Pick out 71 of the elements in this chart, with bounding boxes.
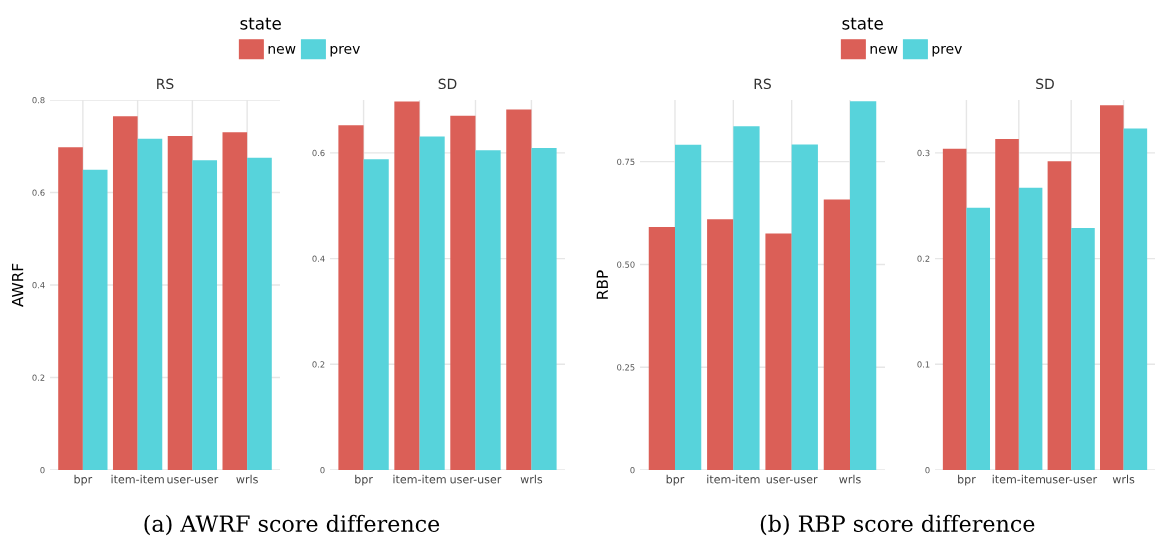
y-axis-title: RBP — [596, 270, 608, 299]
y-tick-label: 0.2 — [917, 255, 930, 262]
bar — [1123, 128, 1148, 470]
bar — [850, 101, 877, 470]
x-tick-label: user-user — [450, 477, 502, 484]
x-tick-label: user-user — [1046, 477, 1098, 484]
x-tick-label: bpr — [74, 474, 93, 486]
chart-title: SD — [438, 78, 457, 90]
legend-label: prev — [330, 45, 360, 57]
y-tick-label: 0.4 — [32, 281, 45, 289]
y-axis-title: AWRF — [12, 263, 24, 307]
x-tick-label: wrls — [236, 474, 258, 484]
legend-label: new — [268, 45, 296, 54]
bar — [112, 116, 138, 470]
y-tick-label: 0 — [40, 466, 45, 474]
x-tick-label: user-user — [167, 477, 219, 484]
bar — [82, 169, 108, 470]
y-tick-label: 0.2 — [32, 374, 45, 381]
y-tick-label: 0.1 — [917, 361, 930, 368]
bar — [733, 126, 760, 470]
y-tick-label: 0.2 — [312, 361, 325, 368]
x-tick-label: wrls — [839, 474, 861, 484]
legend-title: state — [842, 17, 883, 30]
bar — [58, 147, 83, 470]
text: (a) AWRF score difference — [144, 514, 440, 536]
legend-title: state — [240, 17, 281, 30]
y-tick-label: 0.75 — [617, 158, 635, 165]
x-tick-label: user-user — [766, 477, 818, 484]
legend-label: new — [870, 45, 898, 54]
y-tick-label: 0.8 — [32, 96, 45, 104]
x-tick-label: item-item — [992, 474, 1045, 484]
x-tick-label: item-item — [707, 474, 760, 484]
y-tick-label: 0.4 — [312, 255, 325, 262]
bar — [942, 148, 967, 470]
x-tick-label: bpr — [958, 474, 976, 486]
bar — [966, 207, 990, 470]
bar — [1071, 227, 1095, 470]
y-tick-label: 0 — [630, 466, 635, 474]
x-tick-label: bpr — [355, 474, 373, 486]
bar — [823, 199, 850, 470]
chart-title: RS — [754, 78, 771, 90]
bar — [247, 157, 272, 470]
bar — [192, 160, 218, 470]
text: (b) RBP score difference — [760, 514, 1035, 536]
x-tick-label: item-item — [111, 474, 164, 484]
y-tick-label: 0.25 — [617, 364, 635, 371]
bar — [995, 139, 1019, 470]
y-tick-label: 0.6 — [32, 189, 45, 196]
y-tick-label: 0 — [320, 466, 325, 474]
y-tick-label: 0.3 — [917, 149, 930, 157]
bar — [791, 144, 818, 470]
y-tick-label: 0 — [925, 466, 930, 474]
x-tick-label: wrls — [520, 474, 543, 484]
legend-label: prev — [932, 45, 962, 57]
y-tick-label: 0.50 — [617, 261, 635, 268]
chart-title: SD — [1036, 78, 1054, 90]
bar — [1100, 105, 1124, 470]
bar — [1018, 187, 1043, 470]
bar — [137, 138, 163, 470]
bar — [222, 132, 248, 470]
bar — [707, 219, 734, 470]
x-tick-label: item-item — [393, 474, 446, 484]
bar — [1047, 161, 1072, 470]
y-tick-label: 0.6 — [312, 149, 325, 157]
bar — [675, 144, 702, 470]
chart-title: RS — [157, 78, 174, 90]
bar — [648, 227, 675, 470]
bar — [765, 233, 792, 470]
bar — [167, 136, 193, 470]
x-tick-label: bpr — [666, 474, 685, 486]
x-tick-label: wrls — [1112, 474, 1135, 484]
